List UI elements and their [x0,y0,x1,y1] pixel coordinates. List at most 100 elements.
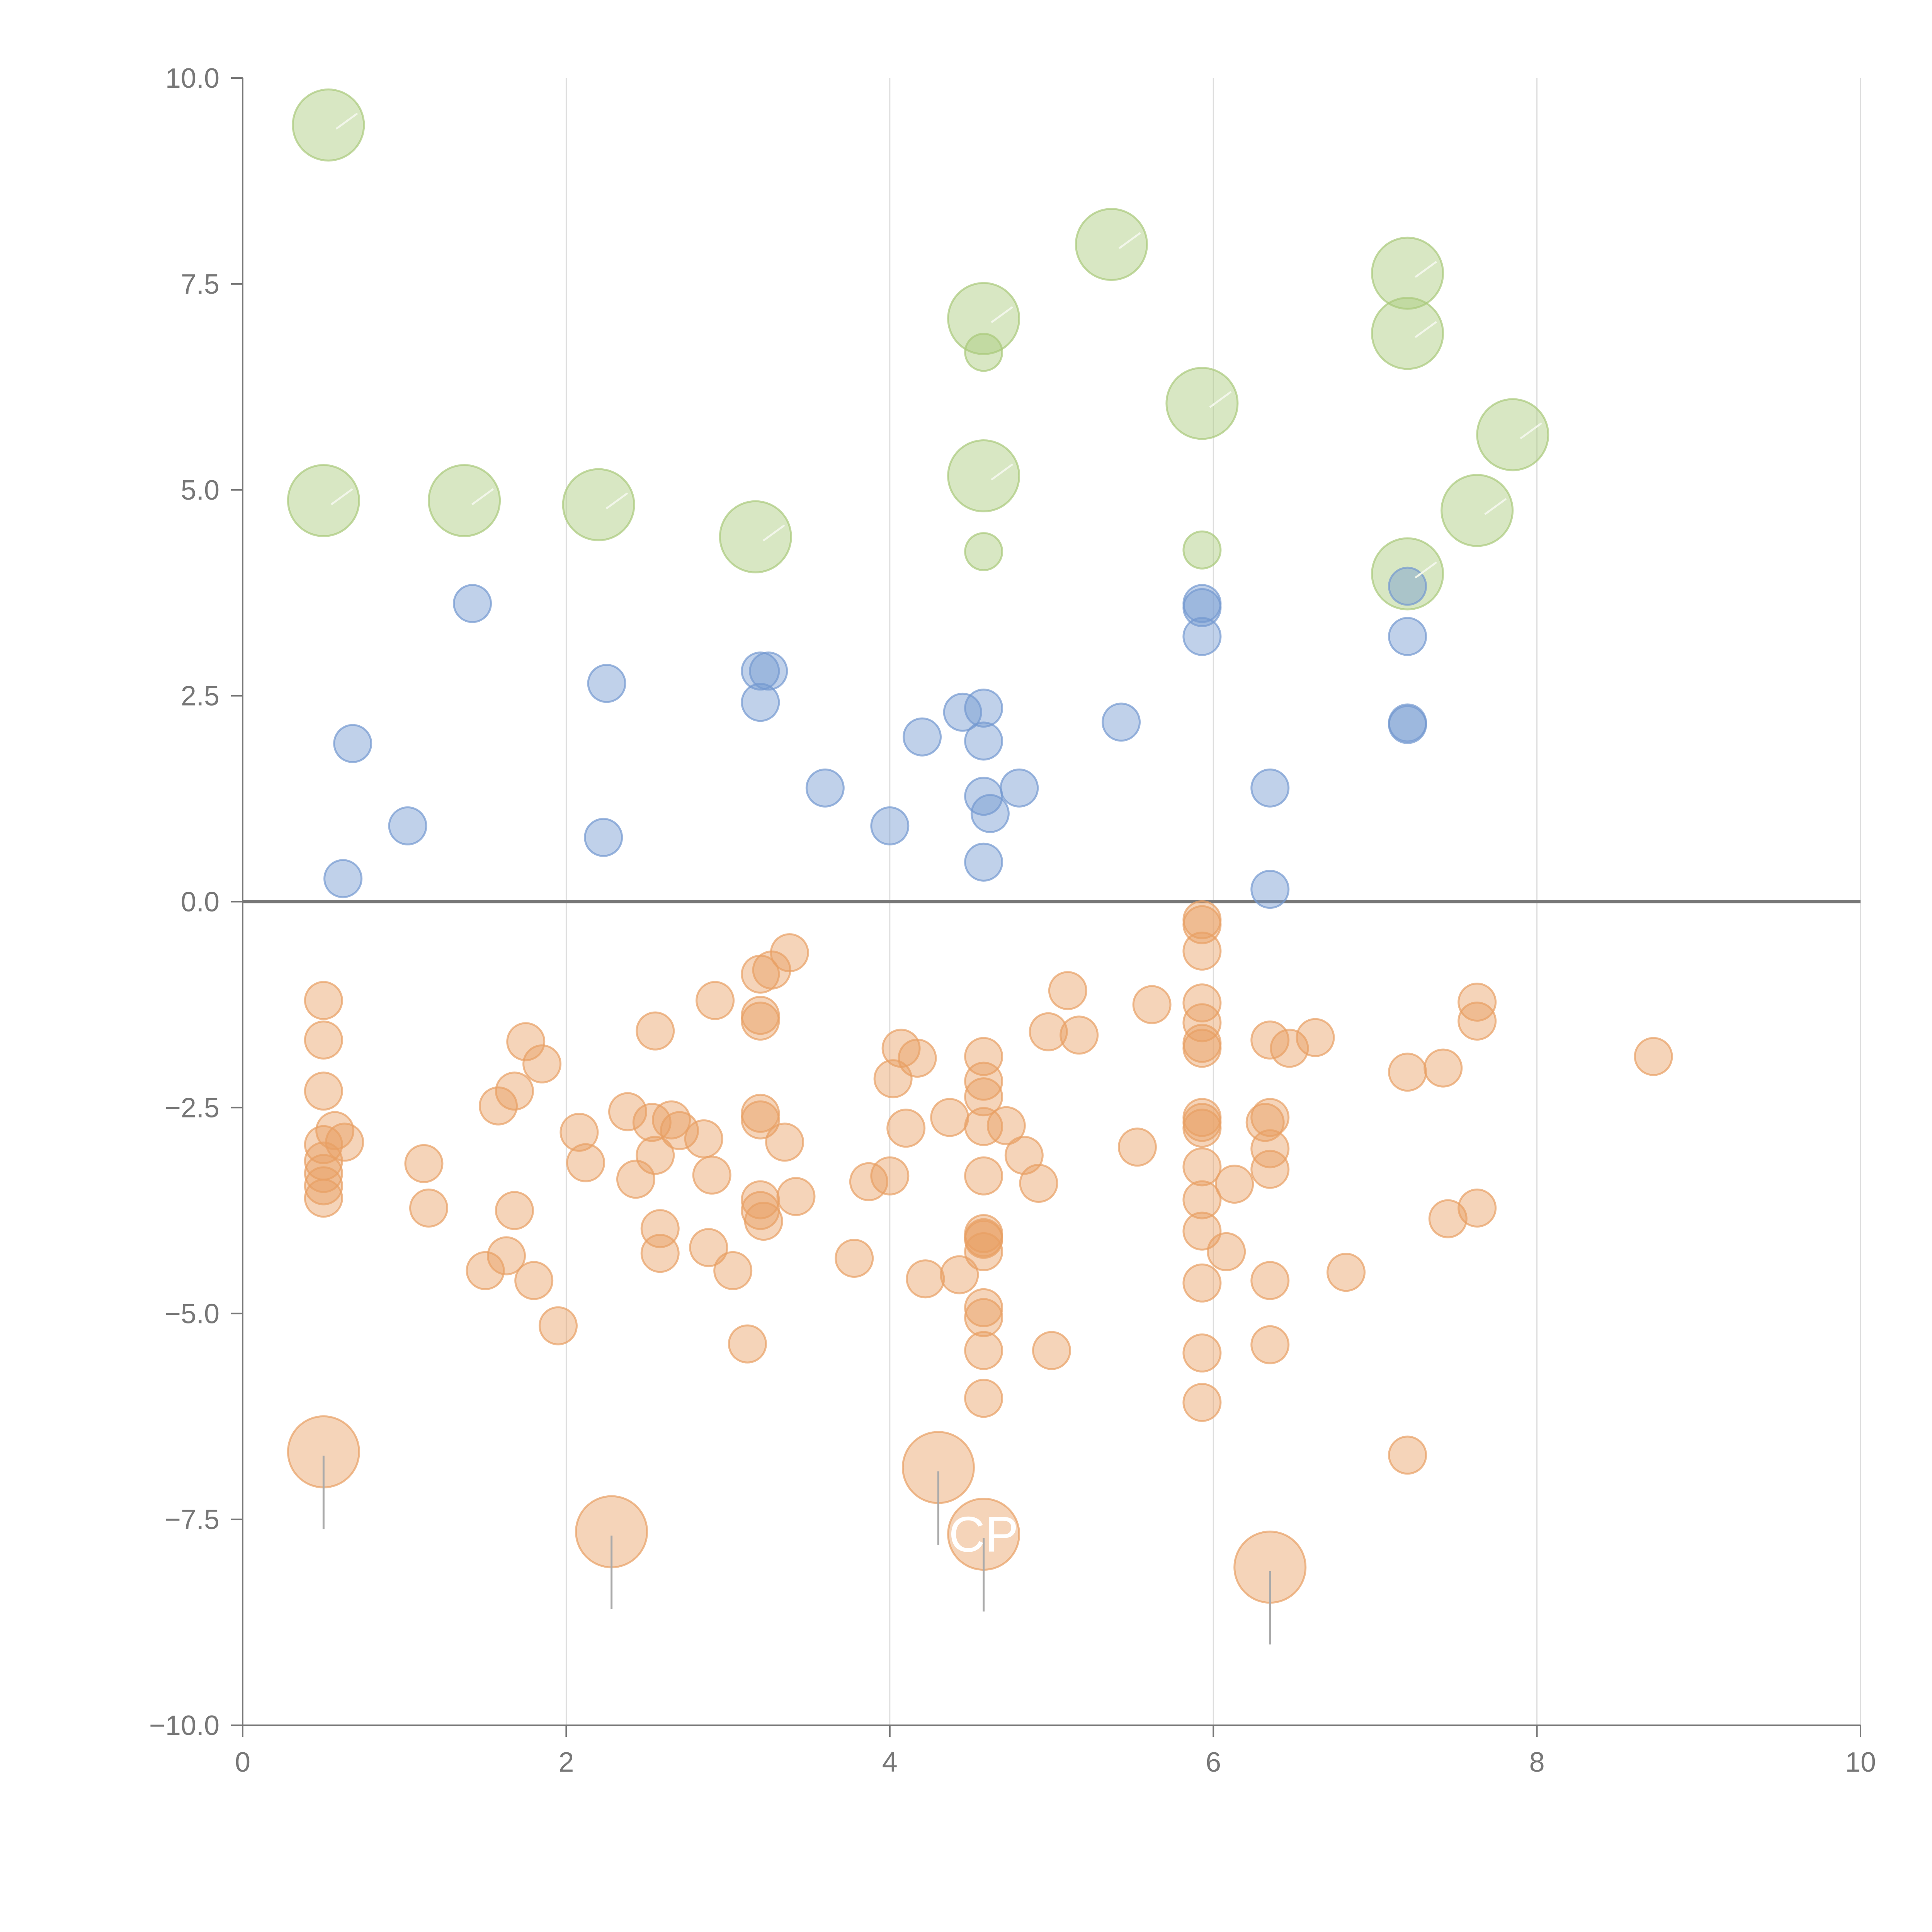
x-tick-label: 2 [558,1747,574,1778]
data-point-green-large [287,464,360,537]
data-point-orange-small [964,1331,1003,1370]
data-point-orange-small [964,1232,1003,1271]
data-point-orange-small [728,1324,767,1364]
data-point-orange-small [1215,1165,1254,1204]
data-point-orange-small [964,1298,1003,1337]
data-point-orange-small [1250,1020,1290,1060]
annotation-label: CP [949,1506,1019,1562]
x-tick-label: 10 [1845,1747,1876,1778]
data-point-orange-small [1019,1163,1058,1203]
data-point-orange-small [1060,1015,1099,1055]
data-point-orange-small [1458,1188,1497,1228]
data-point-orange-small [466,1251,505,1290]
data-point-orange-small [741,1002,780,1041]
data-point-orange-small [930,1098,969,1137]
data-point-blue [1182,588,1222,628]
data-point-blue [964,721,1003,761]
data-point-orange-small [304,981,343,1020]
data-point-orange-small [1250,1261,1290,1300]
data-point-orange-small [770,933,809,973]
data-point-orange-small [835,1238,874,1278]
data-point-orange-small [522,1044,562,1083]
leader-line [1415,321,1437,338]
axis-layer: 0 2 4 6 8 10 −10.0 −7.5 −5.0 −2.5 0.0 2.5 5.0 7.5 10.0 [149,63,1876,1778]
data-point-blue [1182,617,1222,656]
data-point-orange-small [986,1106,1026,1145]
data-point-orange-small [1388,1435,1427,1475]
data-point-orange-small [1117,1128,1157,1167]
data-point-green-large [292,88,365,162]
data-point-green-large [1440,474,1514,547]
data-point-orange-small [696,981,735,1020]
data-point-blue [870,806,910,845]
data-point-orange-small [640,1234,680,1273]
data-point-orange-small [1032,1331,1071,1370]
data-point-orange-small [304,1179,343,1218]
leader-line [330,488,353,505]
data-point-orange-small [1207,1232,1246,1271]
data-point-blue [964,689,1003,728]
data-point-orange-small [560,1112,599,1152]
data-point-orange-small [409,1188,449,1228]
data-point-orange-small [608,1092,648,1131]
leader-line [1415,561,1437,579]
leader-line [1520,422,1543,439]
data-point-blue [587,664,626,703]
data-point-blue [584,818,623,857]
data-point-orange-small [495,1191,534,1230]
data-point-orange-small [1250,1325,1290,1364]
data-point-orange-small [964,1107,1003,1146]
data-point-green-large [562,468,635,541]
data-point-orange-small [898,1038,937,1078]
data-point-orange-small [304,1071,343,1111]
data-point-orange-small [1388,1053,1427,1092]
data-point-orange-small [1270,1029,1309,1068]
data-point-orange-small [689,1228,728,1267]
data-point-green-large [719,500,792,573]
data-point-orange-small [514,1261,554,1300]
data-point-orange-small [964,1379,1003,1418]
data-point-orange-small [870,1156,910,1196]
data-point-orange-small [1182,983,1222,1023]
data-point-orange-small [964,1077,1003,1117]
data-point-orange-small [636,1011,675,1051]
data-point-orange-small [304,1020,343,1060]
data-point-orange-small [1132,985,1172,1024]
leader-line [991,463,1014,481]
data-point-blue [970,794,1010,833]
data-point-orange-small [1250,1098,1290,1137]
y-tick-label: −10.0 [149,1710,219,1741]
data-point-blue [388,806,427,845]
data-point-orange-small [1423,1048,1463,1088]
data-point-green-large [947,439,1020,513]
data-point-green-large [1371,297,1444,370]
y-tick-label: −5.0 [165,1298,219,1329]
data-point-orange-small [964,1061,1003,1101]
leader-line [762,524,785,542]
data-point-blue [1000,768,1039,808]
data-point-blue [1388,705,1427,744]
data-point-orange-small [304,1166,343,1206]
data-point-orange-small [886,1109,926,1148]
y-tick-label: −2.5 [165,1092,219,1123]
y-tick-label: −7.5 [165,1504,219,1535]
data-point-orange-small [744,1202,783,1241]
data-point-orange-small [684,1119,723,1158]
data-point-orange-small [538,1306,578,1345]
data-point-green-large [428,464,501,537]
data-point-orange-small [1458,1002,1497,1041]
leader-line [1415,261,1437,278]
data-point-orange-small [479,1086,518,1126]
data-point-green-large [1075,208,1148,281]
data-point-green-small [1182,530,1222,570]
leader-line [991,306,1014,323]
data-point-orange-small [1182,1383,1222,1422]
y-tick-label: 5.0 [181,475,219,506]
data-point-green-small [964,333,1003,372]
data-point-orange-small [1428,1199,1468,1238]
data-point-orange-small [1327,1253,1366,1292]
data-point-green-small [964,532,1003,571]
data-point-green-large [1476,398,1549,471]
data-point-blue [805,768,845,808]
